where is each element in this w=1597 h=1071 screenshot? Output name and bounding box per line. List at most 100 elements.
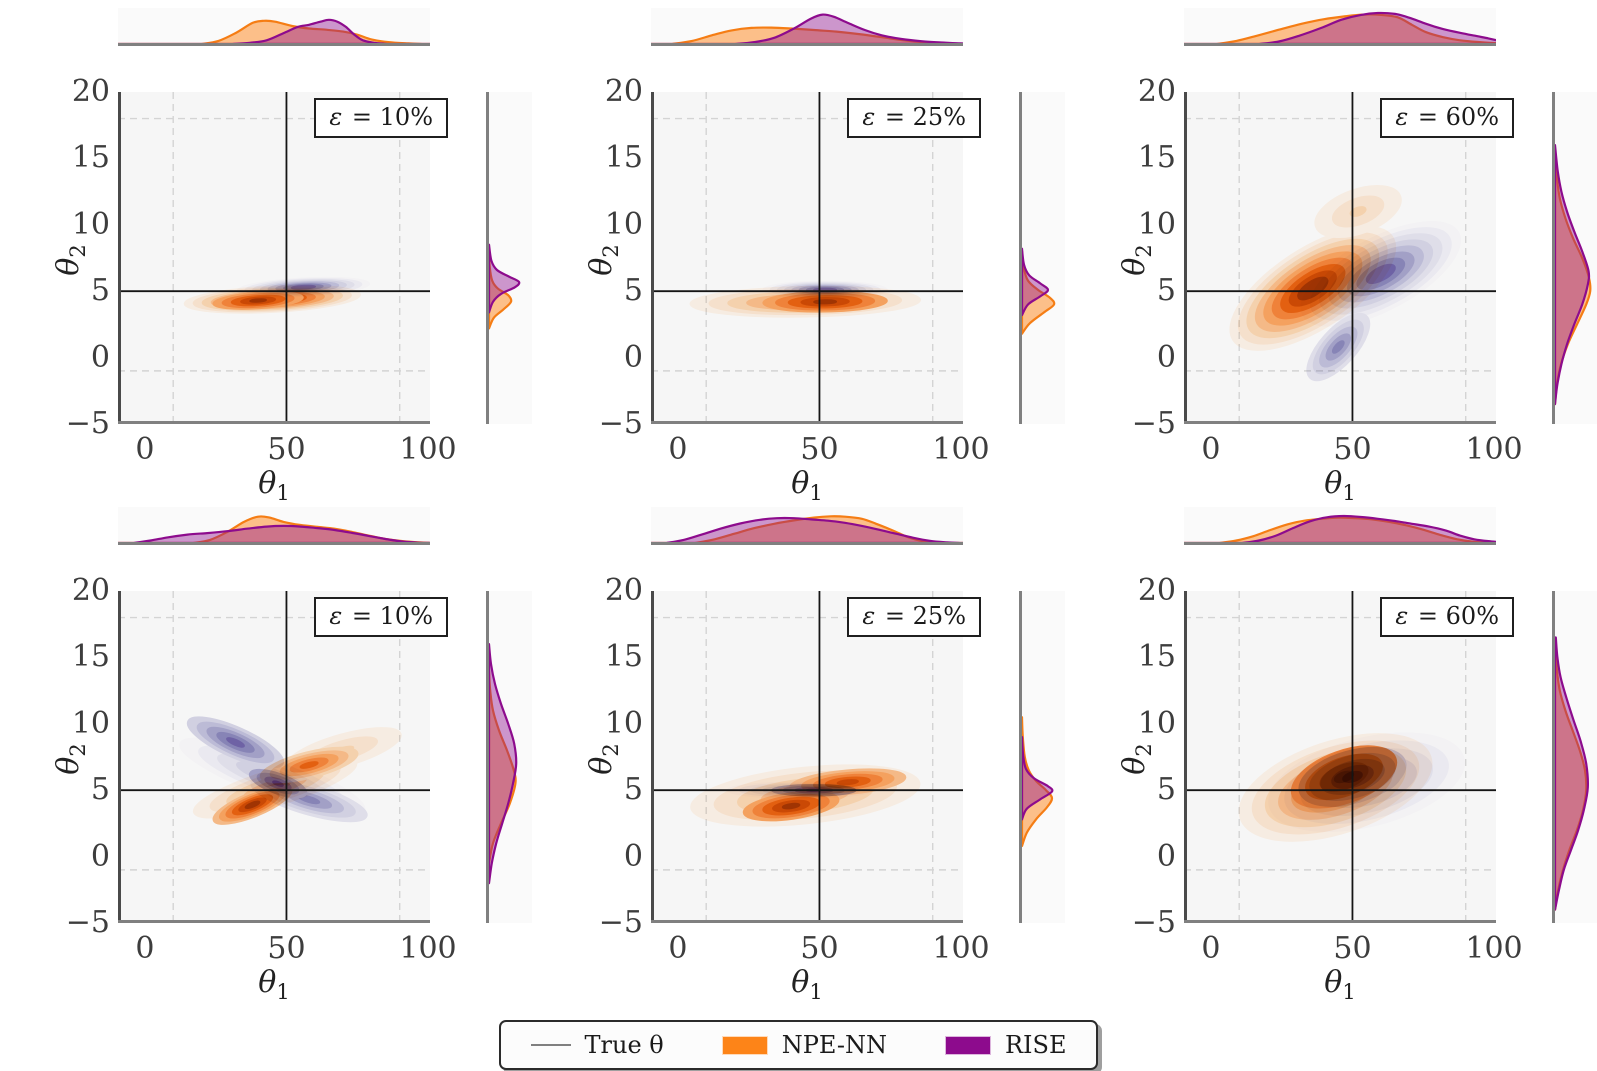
x-tick-label: 50	[267, 931, 306, 966]
joint-plot-grid: 20 15 10 5 0 −5 0 50 100 θ1 θ2 ε = 10% 20 15 10 5 0 −5 0 50…	[38, 8, 1597, 1004]
x-tick-label: 100	[932, 432, 990, 467]
y-axis-label: θ2	[584, 244, 623, 276]
y-tick-label: 20	[604, 573, 643, 608]
y-tick-label: 10	[1137, 705, 1176, 741]
y-tick-label: −5	[598, 905, 643, 940]
top-marginal-plot	[118, 507, 430, 545]
y-tick-label: 15	[604, 639, 643, 675]
epsilon-annotation: ε = 60%	[1380, 98, 1514, 138]
y-tick-label: 10	[604, 206, 643, 242]
top-marginal-plot	[1184, 8, 1496, 46]
x-axis-label: θ1	[1324, 466, 1356, 505]
y-axis-label: θ2	[1117, 743, 1156, 775]
y-tick-label: 0	[623, 339, 643, 375]
x-tick-label: 0	[668, 931, 688, 966]
y-tick-label: 0	[1156, 339, 1176, 375]
top-marginal-plot	[651, 8, 963, 46]
y-tick-label: 15	[1137, 639, 1176, 675]
y-axis-label: θ2	[1117, 244, 1156, 276]
legend-label-true-theta: True θ	[584, 1031, 664, 1059]
y-tick-label: 15	[604, 140, 643, 176]
y-tick-label: 5	[1156, 273, 1176, 309]
legend-label-rise: RISE	[1004, 1031, 1067, 1059]
epsilon-annotation: ε = 25%	[847, 98, 981, 138]
x-tick-label: 50	[800, 931, 839, 966]
legend-item-rise: RISE	[944, 1031, 1067, 1059]
y-tick-label: 10	[604, 705, 643, 741]
y-tick-label: 15	[1137, 140, 1176, 176]
joint-kde-plot	[651, 92, 963, 424]
x-tick-label: 100	[1465, 931, 1523, 966]
joint-panel-1: 20 15 10 5 0 −5 0 50 100 θ1 θ2 ε = 10%	[38, 8, 532, 505]
y-tick-label: 20	[71, 74, 110, 109]
y-tick-label: −5	[598, 406, 643, 441]
x-tick-label: 0	[1201, 432, 1221, 467]
y-tick-label: 0	[90, 838, 110, 874]
true-theta-line-swatch	[530, 1044, 571, 1046]
right-marginal-plot	[1019, 92, 1065, 424]
legend-label-npe-nn: NPE-NN	[781, 1031, 887, 1059]
right-marginal-plot	[1552, 92, 1597, 424]
epsilon-annotation: ε = 10%	[314, 98, 448, 138]
y-axis-label: θ2	[584, 743, 623, 775]
epsilon-annotation: ε = 60%	[1380, 597, 1514, 637]
x-axis-label: θ1	[791, 965, 823, 1004]
y-axis-label: θ2	[51, 244, 90, 276]
x-axis-label: θ1	[1324, 965, 1356, 1004]
y-tick-label: 20	[71, 573, 110, 608]
x-tick-label: 0	[135, 931, 155, 966]
legend-item-npe-nn: NPE-NN	[721, 1031, 887, 1059]
x-tick-label: 50	[1333, 931, 1372, 966]
npe-nn-patch-swatch	[721, 1035, 768, 1055]
joint-panel-4: 20 15 10 5 0 −5 0 50 100 θ1 θ2 ε = 10%	[38, 507, 532, 1004]
x-tick-label: 50	[1333, 432, 1372, 467]
joint-kde-plot	[1184, 92, 1496, 424]
right-marginal-plot	[1552, 591, 1597, 923]
top-marginal-plot	[651, 507, 963, 545]
x-tick-label: 0	[668, 432, 688, 467]
joint-kde-plot	[651, 591, 963, 923]
y-tick-label: 10	[71, 206, 110, 242]
x-tick-label: 100	[932, 931, 990, 966]
joint-kde-plot	[118, 591, 430, 923]
y-tick-label: 0	[1156, 838, 1176, 874]
y-tick-label: 20	[604, 74, 643, 109]
joint-panel-2: 20 15 10 5 0 −5 0 50 100 θ1 θ2 ε = 25%	[571, 8, 1065, 505]
y-tick-label: 15	[71, 639, 110, 675]
legend-item-true-theta: True θ	[530, 1031, 664, 1059]
legend-row: True θ NPE-NN RISE	[0, 1020, 1597, 1070]
epsilon-annotation: ε = 25%	[847, 597, 981, 637]
right-marginal-plot	[1019, 591, 1065, 923]
y-tick-label: 15	[71, 140, 110, 176]
right-marginal-plot	[486, 92, 532, 424]
y-tick-label: 0	[623, 838, 643, 874]
epsilon-annotation: ε = 10%	[314, 597, 448, 637]
y-tick-label: 10	[1137, 206, 1176, 242]
y-tick-label: 5	[1156, 772, 1176, 808]
y-tick-label: 5	[623, 273, 643, 309]
right-marginal-plot	[486, 591, 532, 923]
top-marginal-plot	[118, 8, 430, 46]
y-tick-label: −5	[1131, 905, 1176, 940]
y-tick-label: 0	[90, 339, 110, 375]
x-tick-label: 100	[1465, 432, 1523, 467]
y-tick-label: 10	[71, 705, 110, 741]
x-axis-label: θ1	[258, 965, 290, 1004]
x-tick-label: 0	[135, 432, 155, 467]
rise-patch-swatch	[944, 1035, 991, 1055]
joint-kde-plot	[118, 92, 430, 424]
x-axis-label: θ1	[791, 466, 823, 505]
y-axis-label: θ2	[51, 743, 90, 775]
joint-panel-5: 20 15 10 5 0 −5 0 50 100 θ1 θ2 ε = 25%	[571, 507, 1065, 1004]
legend: True θ NPE-NN RISE	[498, 1020, 1099, 1070]
y-tick-label: 20	[1137, 573, 1176, 608]
x-tick-label: 50	[800, 432, 839, 467]
x-tick-label: 100	[399, 931, 457, 966]
joint-kde-plot	[1184, 591, 1496, 923]
x-tick-label: 0	[1201, 931, 1221, 966]
top-marginal-plot	[1184, 507, 1496, 545]
y-tick-label: 5	[90, 273, 110, 309]
y-tick-label: 5	[623, 772, 643, 808]
y-tick-label: −5	[65, 905, 110, 940]
x-axis-label: θ1	[258, 466, 290, 505]
